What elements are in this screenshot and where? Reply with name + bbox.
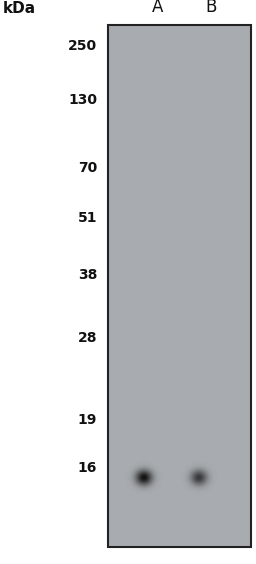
Text: 19: 19 xyxy=(78,413,97,427)
Text: kDa: kDa xyxy=(3,1,36,16)
Text: A: A xyxy=(152,0,163,16)
Text: 16: 16 xyxy=(78,461,97,475)
Text: B: B xyxy=(205,0,216,16)
Text: 38: 38 xyxy=(78,268,97,282)
Text: 70: 70 xyxy=(78,161,97,175)
Text: 28: 28 xyxy=(78,331,97,345)
Text: 250: 250 xyxy=(68,39,97,53)
Text: 51: 51 xyxy=(78,211,97,225)
Bar xyxy=(108,25,251,547)
Text: 130: 130 xyxy=(68,93,97,107)
